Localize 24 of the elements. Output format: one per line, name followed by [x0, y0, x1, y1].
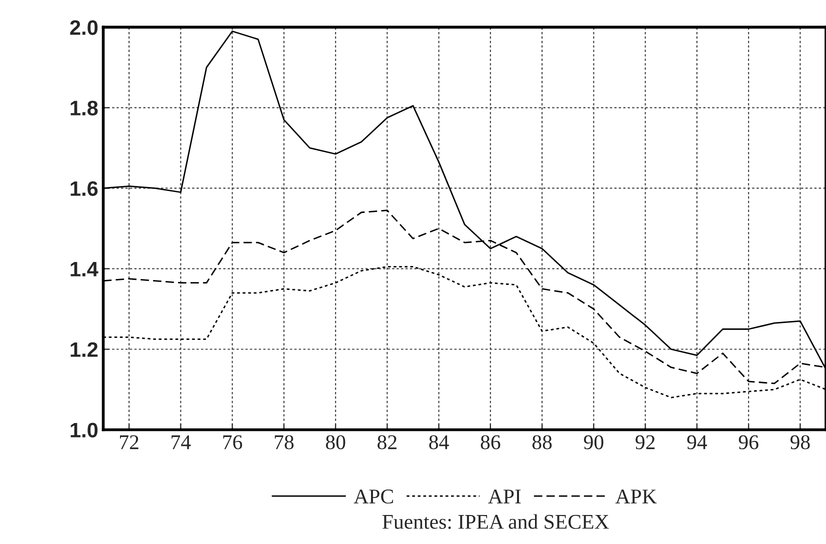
x-tick-label: 74 [172, 435, 191, 450]
y-tick-label: 1.4 [70, 262, 98, 276]
x-tick-label: 88 [532, 435, 552, 450]
x-tick-label: 96 [738, 435, 758, 450]
y-tick-label: 1.8 [70, 100, 98, 116]
y-tick-label: 1.6 [70, 181, 98, 196]
y-tick-label: 1.0 [70, 422, 98, 438]
x-tick-label: 94 [687, 435, 708, 450]
y-tick-label: 2.0 [70, 20, 98, 35]
x-tick-label: 98 [790, 435, 810, 450]
x-tick-label: 84 [429, 435, 449, 450]
x-tick-label: 82 [378, 435, 396, 450]
x-tick-label: 86 [480, 435, 500, 450]
x-tick-label: 78 [274, 435, 294, 450]
legend-label: APK [615, 490, 657, 504]
x-tick-label: 72 [120, 435, 138, 450]
x-tick-label: 80 [326, 435, 346, 450]
source-note: Fuentes: IPEA and SECEX [382, 514, 609, 529]
y-tick-label: 1.2 [70, 342, 98, 357]
legend-label: APC [354, 490, 393, 504]
legend-label: API [488, 490, 521, 504]
x-tick-label: 90 [584, 435, 604, 450]
x-tick-label: 76 [223, 435, 242, 450]
x-tick-label: 92 [636, 435, 655, 450]
